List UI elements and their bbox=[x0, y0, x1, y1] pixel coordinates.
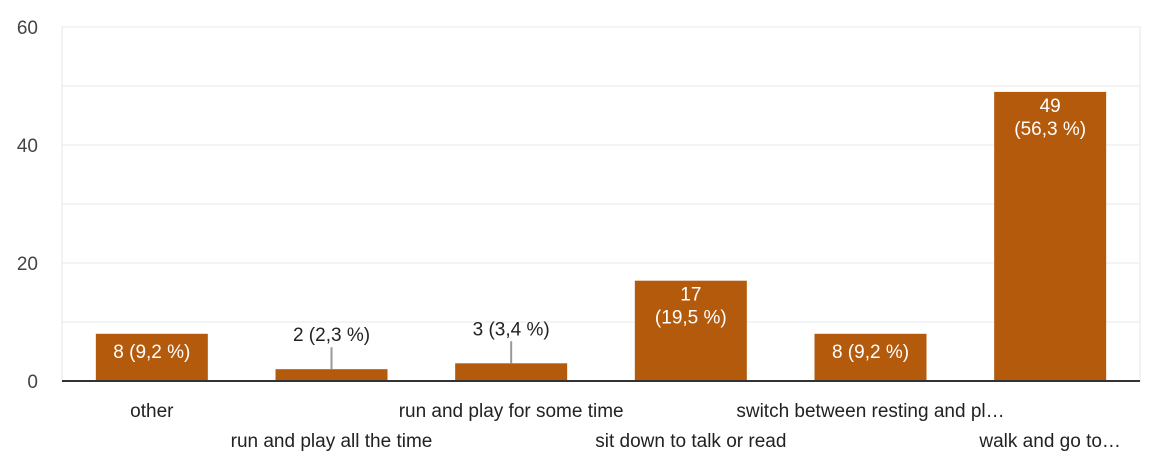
data-label: 8 (9,2 %) bbox=[832, 342, 909, 363]
bar bbox=[814, 333, 927, 381]
bar bbox=[95, 333, 208, 381]
bar bbox=[275, 369, 388, 381]
y-tick-label: 60 bbox=[17, 18, 38, 39]
data-label: 3 (3,4 %) bbox=[473, 319, 550, 340]
bar bbox=[994, 91, 1107, 382]
bar bbox=[455, 363, 568, 381]
bar bbox=[634, 280, 747, 381]
data-label: 49 (56,3 %) bbox=[1014, 96, 1086, 140]
y-tick-label: 0 bbox=[27, 372, 38, 393]
data-label: 17 (19,5 %) bbox=[655, 285, 727, 329]
y-tick-label: 20 bbox=[17, 254, 38, 275]
x-tick-label: sit down to talk or read bbox=[595, 431, 786, 452]
data-label: 2 (2,3 %) bbox=[293, 325, 370, 346]
x-tick-label: run and play all the time bbox=[231, 431, 433, 452]
x-tick-label: switch between resting and pl… bbox=[736, 401, 1004, 422]
y-tick-label: 40 bbox=[17, 136, 38, 157]
x-tick-label: walk and go to… bbox=[978, 431, 1121, 452]
data-label: 8 (9,2 %) bbox=[113, 342, 190, 363]
x-tick-label: run and play for some time bbox=[399, 401, 624, 422]
x-tick-label: other bbox=[130, 401, 174, 422]
